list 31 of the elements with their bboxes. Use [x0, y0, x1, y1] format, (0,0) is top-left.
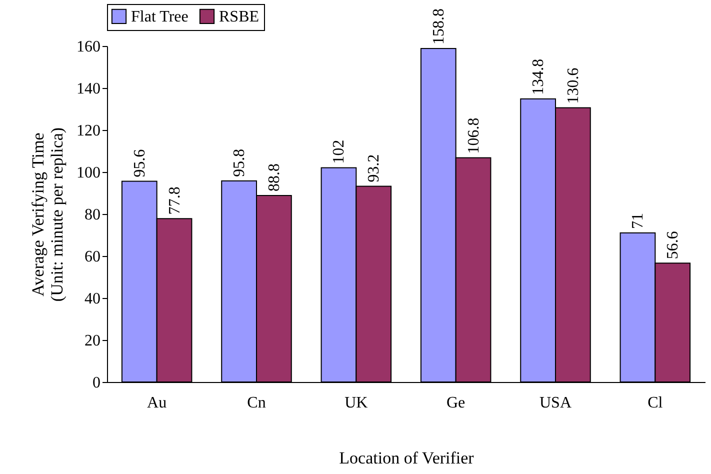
data-label: 88.8	[266, 164, 283, 192]
x-axis-title: Location of Verifier	[339, 448, 474, 468]
y-tick-label: 40	[84, 290, 100, 308]
y-tick-label: 60	[84, 248, 100, 266]
legend-label: Flat Tree	[131, 8, 188, 26]
legend-label: RSBE	[219, 8, 260, 26]
y-tick-label: 20	[84, 332, 100, 350]
x-tick-label: USA	[539, 394, 572, 412]
y-axis-title: Average Verifying Time (Unit: minute per replica)	[28, 127, 66, 302]
x-tick-label: UK	[344, 394, 368, 412]
data-label: 71	[630, 212, 647, 229]
x-tick-label: Cn	[247, 394, 266, 412]
y-tick-label: 160	[76, 38, 100, 56]
data-label: 130.6	[564, 68, 582, 104]
data-label: 77.8	[166, 186, 184, 215]
data-label: 95.6	[131, 149, 148, 178]
y-tick-label: 0	[92, 374, 100, 392]
data-label: 158.8	[430, 8, 448, 45]
y-tick-label: 80	[84, 206, 100, 224]
data-label: 56.6	[664, 231, 682, 260]
x-tick-label: Au	[147, 394, 167, 412]
x-tick-label: Cl	[648, 394, 664, 412]
y-tick-label: 120	[76, 122, 100, 140]
data-label: 134.8	[530, 58, 548, 95]
x-tick-label: Ge	[446, 394, 466, 412]
data-label: 106.8	[465, 118, 482, 154]
data-label: 102	[330, 140, 348, 164]
y-tick-label: 100	[76, 164, 100, 182]
data-label: 93.2	[366, 154, 383, 182]
y-tick-label: 140	[76, 80, 100, 98]
data-label: 95.8	[231, 148, 248, 177]
